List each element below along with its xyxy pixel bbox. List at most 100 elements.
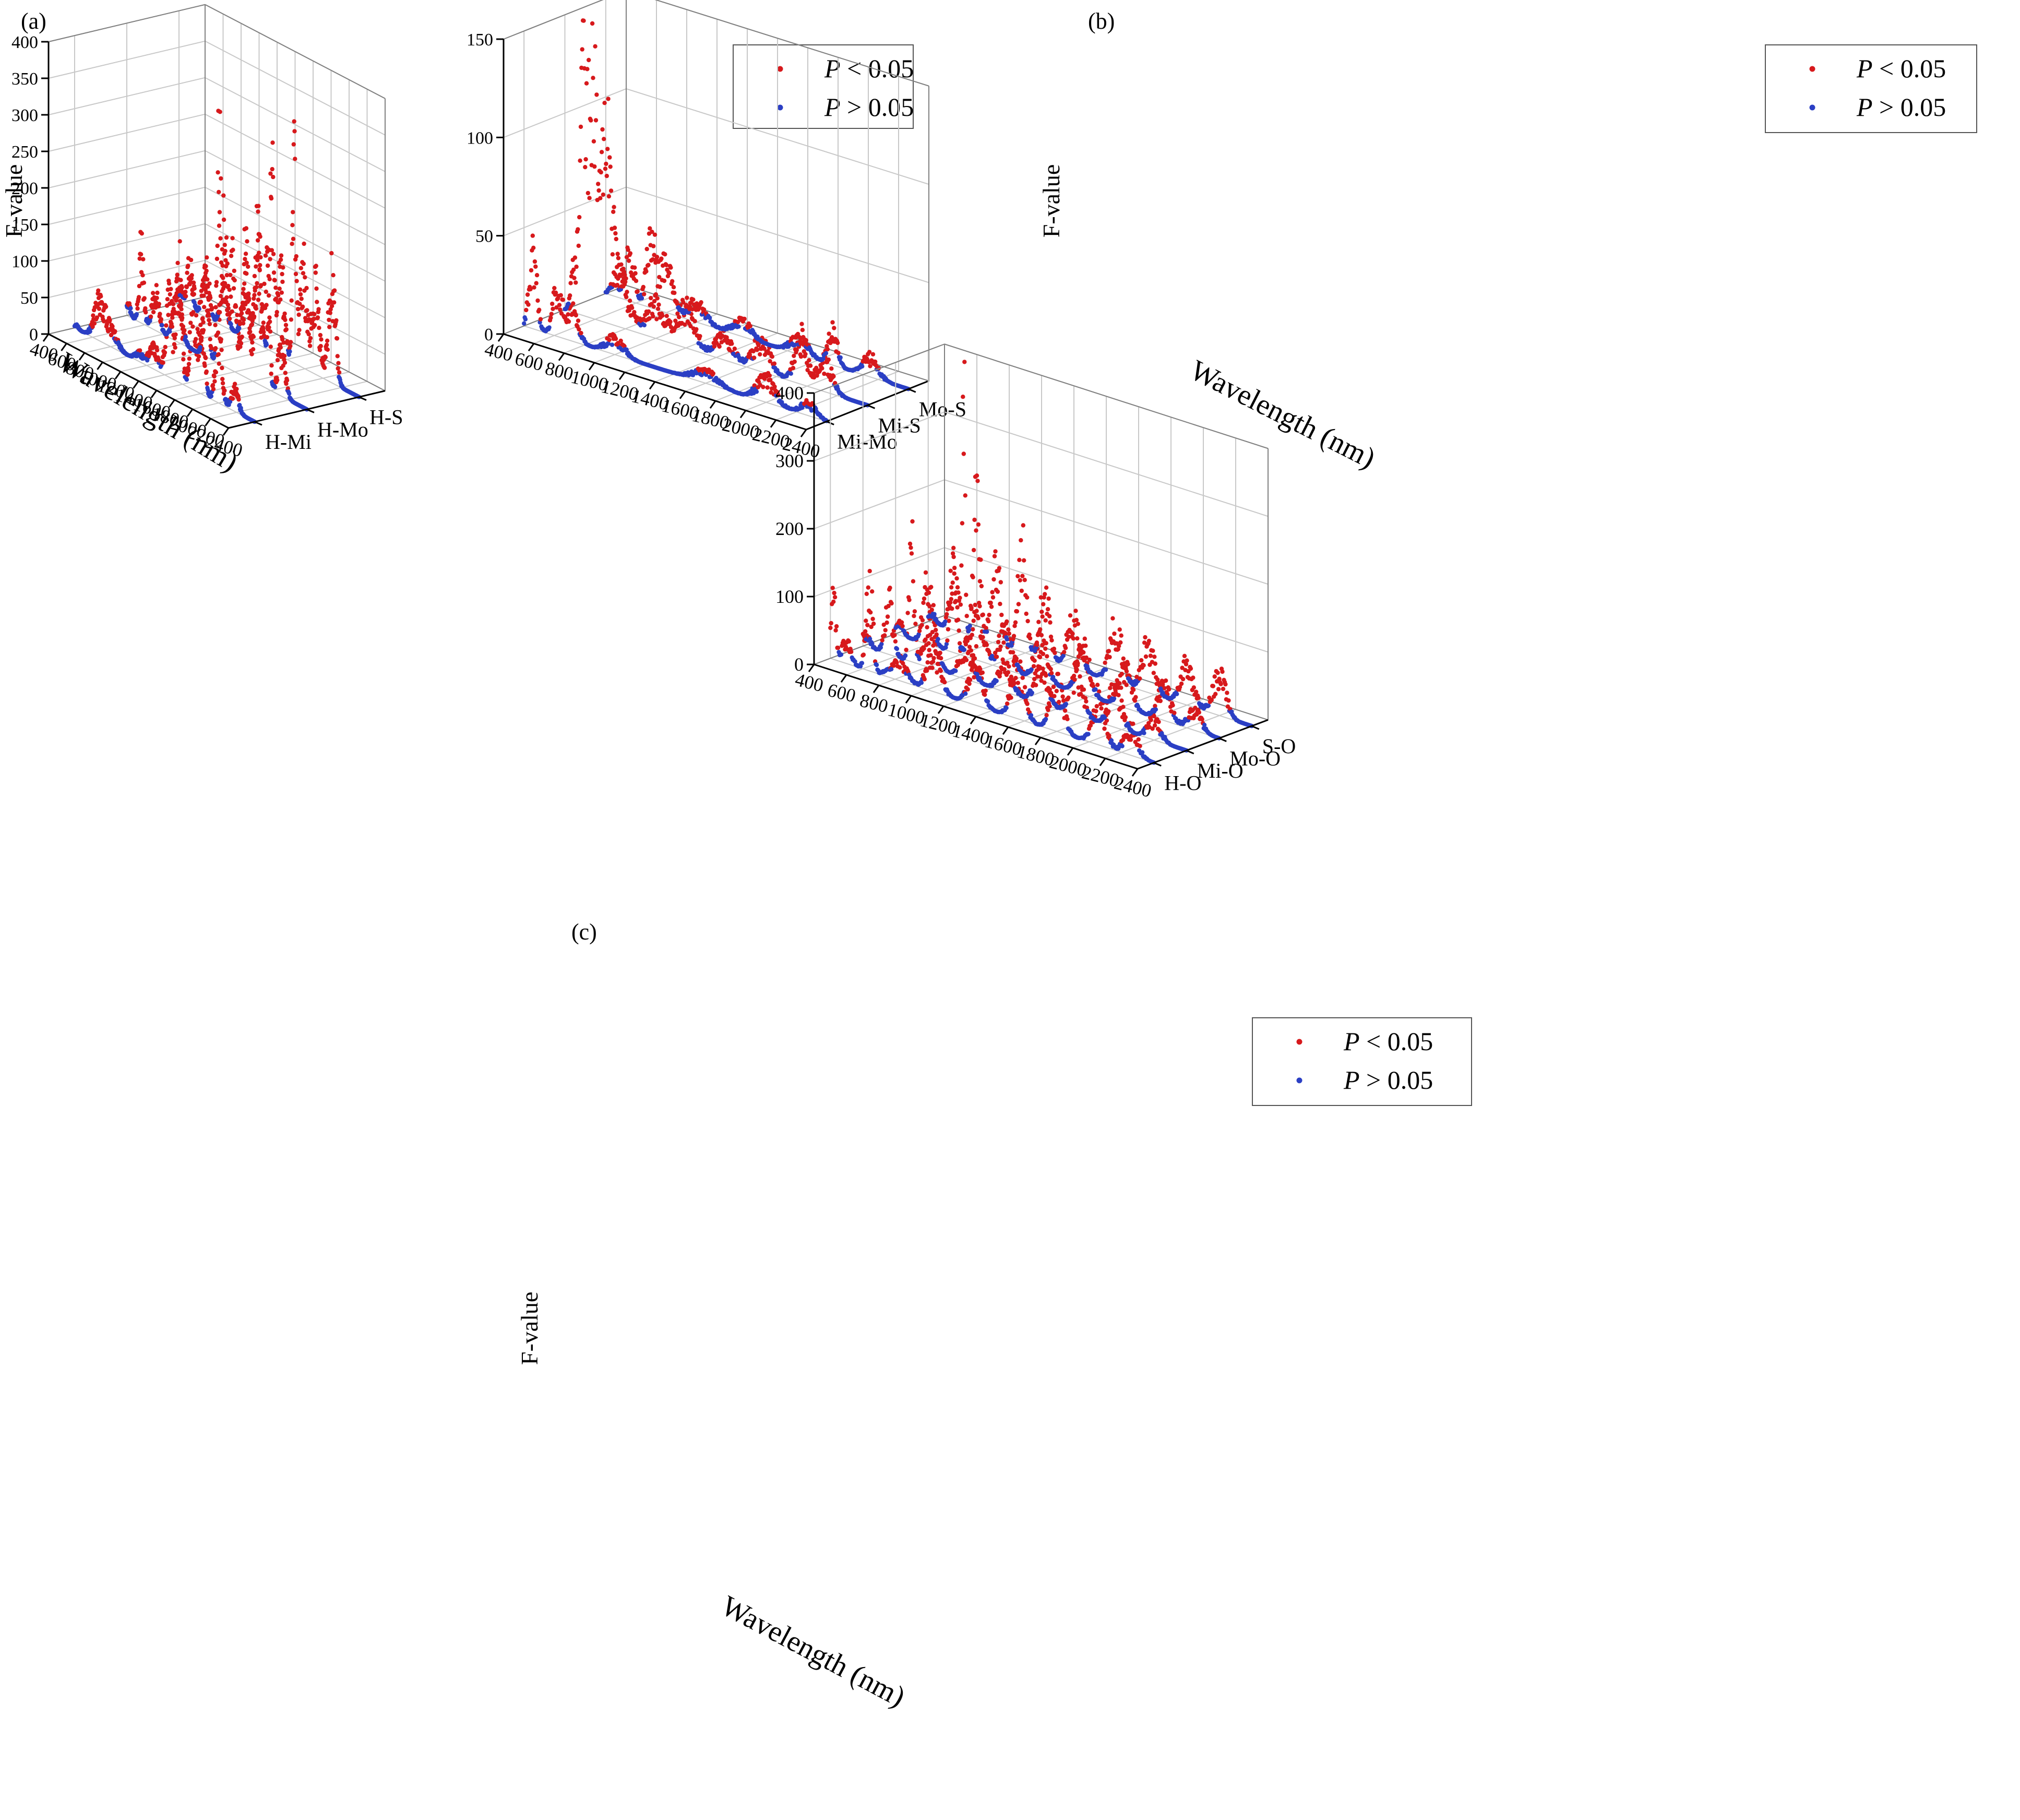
point-significant [1143,654,1149,659]
point-significant [954,576,959,581]
point-not-significant [1030,691,1034,695]
point-significant [956,590,961,595]
point-significant [1141,663,1146,668]
point-significant [905,611,910,615]
point-significant [711,371,715,376]
category-label: H-S [369,406,403,429]
data-points [828,360,1254,765]
point-significant [252,293,257,298]
point-significant [327,325,332,329]
point-significant [585,67,590,72]
point-significant [558,307,563,312]
point-significant [254,306,258,311]
point-significant [1043,592,1047,597]
point-significant [1209,697,1214,703]
point-not-significant [889,667,894,672]
point-significant [229,294,233,299]
point-significant [258,263,262,268]
point-significant [308,336,313,341]
point-not-significant [609,342,615,347]
point-not-significant [985,699,990,704]
point-significant [829,335,834,340]
point-not-significant [1202,722,1207,727]
gridline-y [48,186,386,282]
point-significant [599,170,603,175]
point-significant [199,339,204,343]
point-significant [317,348,322,352]
point-significant [334,336,340,341]
point-significant [606,194,612,199]
point-significant [580,47,584,52]
point-significant [998,644,1003,649]
point-significant [974,644,979,649]
point-significant [1073,609,1078,613]
y-tick-label: 100 [467,128,493,148]
point-significant [258,255,263,260]
point-significant [1019,538,1023,543]
depth-tick [1153,762,1162,767]
point-significant [1110,616,1115,621]
point-significant [182,328,187,333]
category-label: H-O [1164,771,1201,794]
point-significant [1042,680,1047,685]
point-significant [977,579,983,584]
point-not-significant [714,376,719,380]
point-significant [214,280,219,284]
point-significant [1020,574,1025,578]
point-significant [590,21,595,26]
point-significant [531,245,536,250]
point-not-significant [198,345,202,350]
point-not-significant [639,296,644,301]
point-significant [1015,681,1020,685]
x-tick [1099,758,1106,766]
point-significant [224,235,229,240]
point-significant [1044,641,1049,646]
point-significant [939,656,943,661]
point-significant [751,349,756,354]
point-significant [1146,638,1152,644]
y-tick-label: 100 [775,586,804,607]
point-significant [213,305,218,310]
point-significant [263,253,268,258]
point-significant [568,293,572,298]
y-tick-label: 0 [484,325,493,344]
point-significant [970,653,974,658]
point-significant [161,360,165,365]
point-significant [219,337,223,342]
point-not-significant [963,691,968,696]
point-significant [593,44,597,49]
point-significant [154,283,159,288]
point-significant [331,273,336,278]
point-significant [1121,705,1126,709]
point-significant [1158,698,1163,704]
legend: P < 0.05P > 0.05 [1252,1017,1472,1106]
point-significant [1048,634,1054,639]
point-significant [318,332,323,338]
point-significant [136,295,141,300]
point-significant [169,322,174,326]
x-tick [169,399,175,408]
point-significant [1031,664,1036,669]
point-significant [922,646,926,651]
point-significant [893,639,898,644]
x-tick [649,381,656,390]
point-significant [988,600,993,605]
point-significant [668,325,674,329]
point-significant [250,340,255,345]
point-significant [1119,698,1124,703]
point-significant [822,371,827,376]
gridline-y [48,77,386,172]
point-significant [303,275,307,280]
point-significant [619,262,624,267]
point-significant [222,388,227,393]
point-significant [971,627,975,632]
point-significant [318,343,323,349]
point-significant [104,322,109,327]
point-significant [228,316,232,321]
point-significant [1018,578,1022,582]
depth-axis-line [1137,719,1269,770]
x-tick [709,400,716,409]
point-significant [205,277,210,282]
point-significant [215,243,220,248]
point-significant [212,379,217,384]
